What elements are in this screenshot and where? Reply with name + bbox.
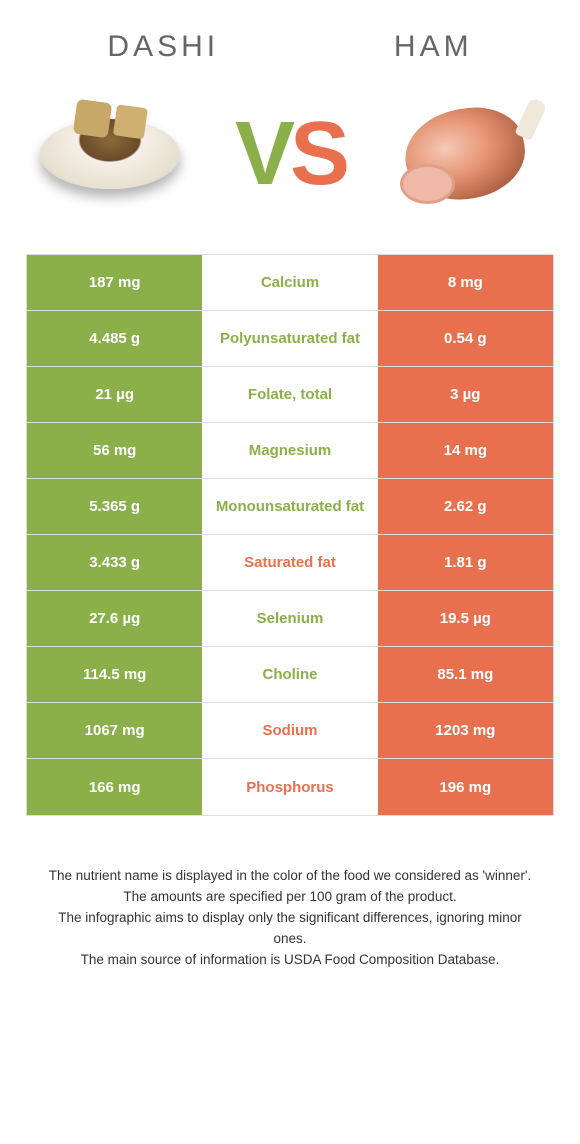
nutrient-name: Saturated fat <box>202 535 377 590</box>
right-value: 14 mg <box>378 423 553 478</box>
nutrient-name: Phosphorus <box>202 759 377 815</box>
left-value: 56 mg <box>27 423 202 478</box>
title-left: Dashi <box>107 30 219 64</box>
footer-line: The main source of information is USDA F… <box>40 950 540 971</box>
table-row: 27.6 µgSelenium19.5 µg <box>27 591 553 647</box>
footer-line: The infographic aims to display only the… <box>40 908 540 950</box>
ham-image <box>390 94 550 214</box>
bowl-icon <box>40 119 180 189</box>
header: Dashi Ham <box>0 0 580 84</box>
right-value: 196 mg <box>378 759 553 815</box>
dashi-image <box>30 94 190 214</box>
nutrient-name: Choline <box>202 647 377 702</box>
right-value: 85.1 mg <box>378 647 553 702</box>
title-right: Ham <box>394 30 473 64</box>
footer-line: The nutrient name is displayed in the co… <box>40 866 540 887</box>
left-value: 4.485 g <box>27 311 202 366</box>
footer-line: The amounts are specified per 100 gram o… <box>40 887 540 908</box>
right-value: 8 mg <box>378 255 553 310</box>
vs-s: S <box>290 103 345 206</box>
right-value: 19.5 µg <box>378 591 553 646</box>
table-row: 56 mgMagnesium14 mg <box>27 423 553 479</box>
table-row: 5.365 gMonounsaturated fat2.62 g <box>27 479 553 535</box>
right-value: 0.54 g <box>378 311 553 366</box>
ham-icon <box>395 99 545 209</box>
table-row: 21 µgFolate, total3 µg <box>27 367 553 423</box>
vs-v: V <box>235 103 290 206</box>
table-row: 3.433 gSaturated fat1.81 g <box>27 535 553 591</box>
nutrient-name: Magnesium <box>202 423 377 478</box>
comparison-table: 187 mgCalcium8 mg4.485 gPolyunsaturated … <box>26 254 554 816</box>
table-row: 4.485 gPolyunsaturated fat0.54 g <box>27 311 553 367</box>
table-row: 114.5 mgCholine85.1 mg <box>27 647 553 703</box>
left-value: 5.365 g <box>27 479 202 534</box>
nutrient-name: Calcium <box>202 255 377 310</box>
left-value: 1067 mg <box>27 703 202 758</box>
nutrient-name: Folate, total <box>202 367 377 422</box>
right-value: 2.62 g <box>378 479 553 534</box>
left-value: 21 µg <box>27 367 202 422</box>
left-value: 3.433 g <box>27 535 202 590</box>
right-value: 1203 mg <box>378 703 553 758</box>
nutrient-name: Sodium <box>202 703 377 758</box>
left-value: 187 mg <box>27 255 202 310</box>
nutrient-name: Monounsaturated fat <box>202 479 377 534</box>
left-value: 114.5 mg <box>27 647 202 702</box>
table-row: 166 mgPhosphorus196 mg <box>27 759 553 815</box>
footer-notes: The nutrient name is displayed in the co… <box>0 846 580 991</box>
hero: V S <box>0 84 580 244</box>
nutrient-name: Selenium <box>202 591 377 646</box>
right-value: 1.81 g <box>378 535 553 590</box>
table-row: 1067 mgSodium1203 mg <box>27 703 553 759</box>
vs-label: V S <box>235 103 345 206</box>
left-value: 27.6 µg <box>27 591 202 646</box>
table-row: 187 mgCalcium8 mg <box>27 255 553 311</box>
left-value: 166 mg <box>27 759 202 815</box>
nutrient-name: Polyunsaturated fat <box>202 311 377 366</box>
right-value: 3 µg <box>378 367 553 422</box>
